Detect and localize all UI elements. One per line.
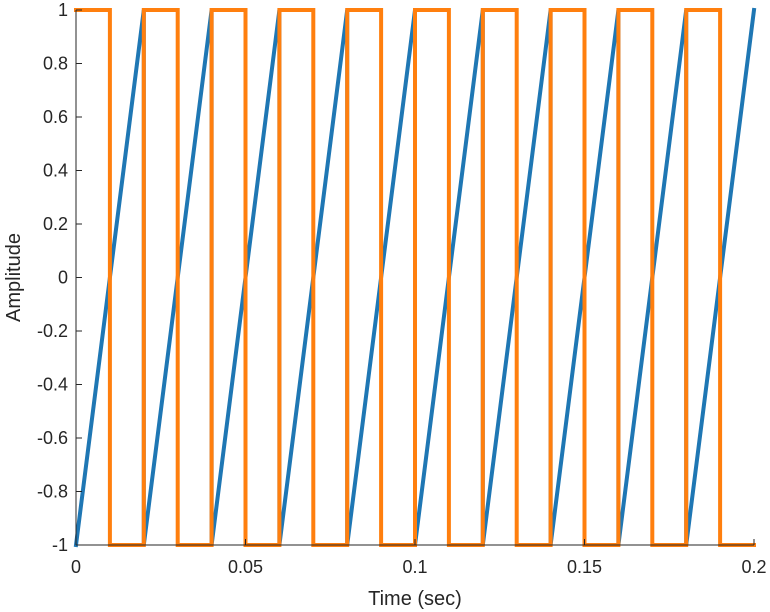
x-tick-label-3: 0.15	[567, 557, 602, 577]
y-tick-label-9: 0.8	[43, 54, 68, 74]
x-axis-title: Time (sec)	[368, 588, 462, 610]
x-tick-label-0: 0	[71, 557, 81, 577]
series-2-line	[74, 8, 756, 547]
y-tick-label-2: -0.6	[37, 428, 68, 448]
x-tick-label-1: 0.05	[228, 557, 263, 577]
axes-layer	[75, 9, 755, 546]
y-tick-label-10: 1	[58, 0, 68, 20]
series-layer	[73, 7, 757, 548]
y-tick-label-6: 0.2	[43, 214, 68, 234]
y-tick-label-0: -1	[52, 535, 68, 555]
y-tick-label-7: 0.4	[43, 161, 68, 181]
y-axis-title: Amplitude	[3, 233, 25, 322]
y-tick-label-5: 0	[58, 268, 68, 288]
y-tick-label-3: -0.4	[37, 375, 68, 395]
y-tick-label-1: -0.8	[37, 482, 68, 502]
tick-label-layer: 0 0.05 0.1 0.15 0.2 -1 -0.8 -0.6 -0.4 -0.2 0 0.2 0.4…	[37, 0, 767, 577]
x-tick-label-2: 0.1	[402, 557, 427, 577]
y-tick-label-4: -0.2	[37, 321, 68, 341]
y-tick-label-8: 0.6	[43, 107, 68, 127]
x-tick-label-4: 0.2	[741, 557, 766, 577]
